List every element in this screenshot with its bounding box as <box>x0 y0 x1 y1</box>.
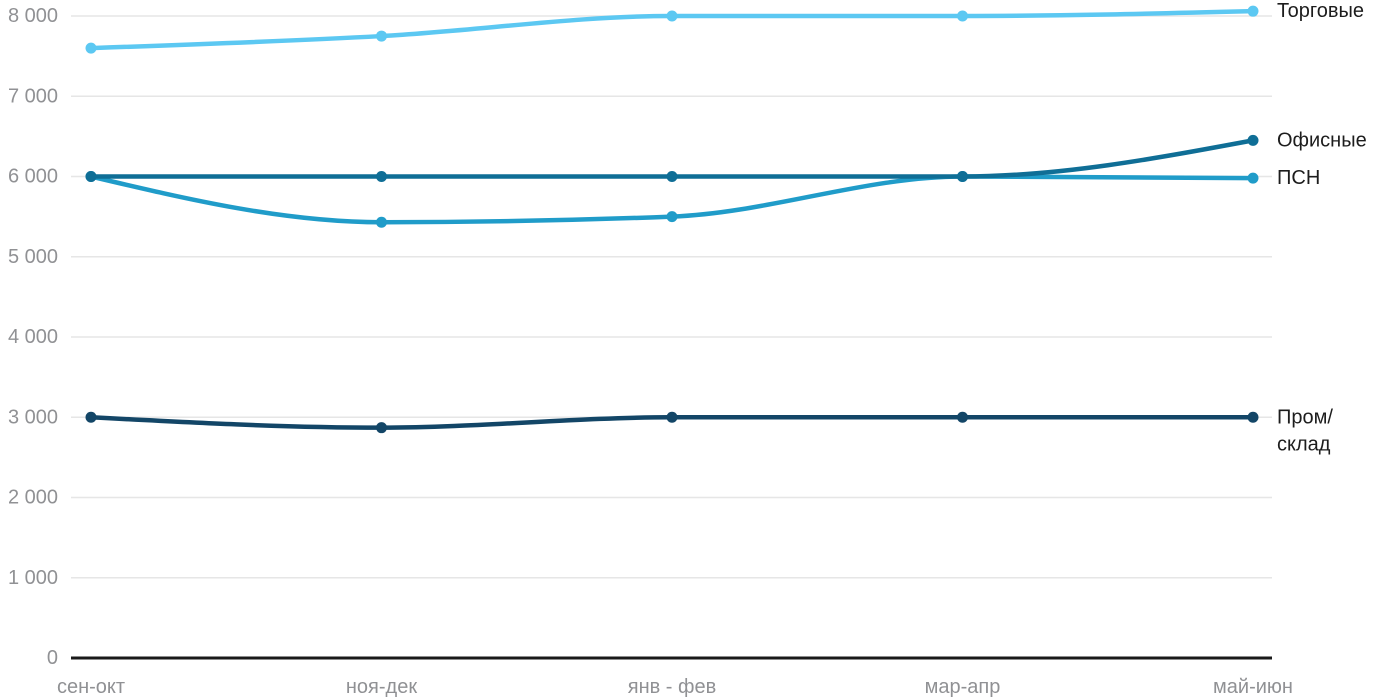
data-point-prom-sklad-0[interactable] <box>85 411 97 423</box>
y-axis-tick-label: 6 000 <box>8 166 58 188</box>
data-point-torgovye-3[interactable] <box>957 10 968 22</box>
series-ofisnye <box>85 134 1259 182</box>
data-point-torgovye-4[interactable] <box>1247 5 1259 17</box>
data-point-ofisnye-4[interactable] <box>1247 134 1259 146</box>
series-torgovye <box>85 5 1259 54</box>
y-axis-tick-label: 7 000 <box>8 85 58 107</box>
y-axis-tick-label: 8 000 <box>8 5 58 27</box>
data-point-psn-2[interactable] <box>666 211 678 223</box>
x-axis-tick-label: сен-окт <box>57 676 125 698</box>
y-axis-tick-label: 5 000 <box>8 246 58 268</box>
data-point-prom-sklad-2[interactable] <box>666 411 678 423</box>
data-point-ofisnye-0[interactable] <box>85 171 97 182</box>
data-point-prom-sklad-3[interactable] <box>957 411 968 423</box>
y-axis-tick-label: 0 <box>47 647 58 669</box>
series-label-torgovye: Торговые <box>1277 0 1364 22</box>
data-point-torgovye-1[interactable] <box>376 30 387 42</box>
data-point-psn-1[interactable] <box>376 216 387 228</box>
series-label-prom-sklad: Пром/склад <box>1277 406 1333 455</box>
x-axis-tick-label: май-июн <box>1213 676 1293 698</box>
series-label-ofisnye: Офисные <box>1277 129 1367 151</box>
data-point-torgovye-2[interactable] <box>666 10 678 22</box>
data-point-ofisnye-1[interactable] <box>376 171 387 182</box>
x-axis-tick-label: ноя-дек <box>346 676 417 698</box>
x-axis-tick-label: янв - фев <box>628 676 716 698</box>
series-prom-sklad <box>85 411 1259 434</box>
series-label-psn: ПСН <box>1277 167 1320 189</box>
data-point-ofisnye-3[interactable] <box>957 171 968 182</box>
data-point-ofisnye-2[interactable] <box>666 171 678 182</box>
y-axis-tick-label: 4 000 <box>8 326 58 348</box>
y-axis-tick-label: 1 000 <box>8 567 58 589</box>
data-point-prom-sklad-1[interactable] <box>376 422 387 434</box>
data-point-psn-4[interactable] <box>1247 172 1259 184</box>
data-point-prom-sklad-4[interactable] <box>1247 411 1259 423</box>
x-axis-tick-label: мар-апр <box>925 676 1001 698</box>
data-point-torgovye-0[interactable] <box>85 42 97 54</box>
y-axis-tick-label: 2 000 <box>8 487 58 509</box>
y-axis-tick-label: 3 000 <box>8 406 58 428</box>
